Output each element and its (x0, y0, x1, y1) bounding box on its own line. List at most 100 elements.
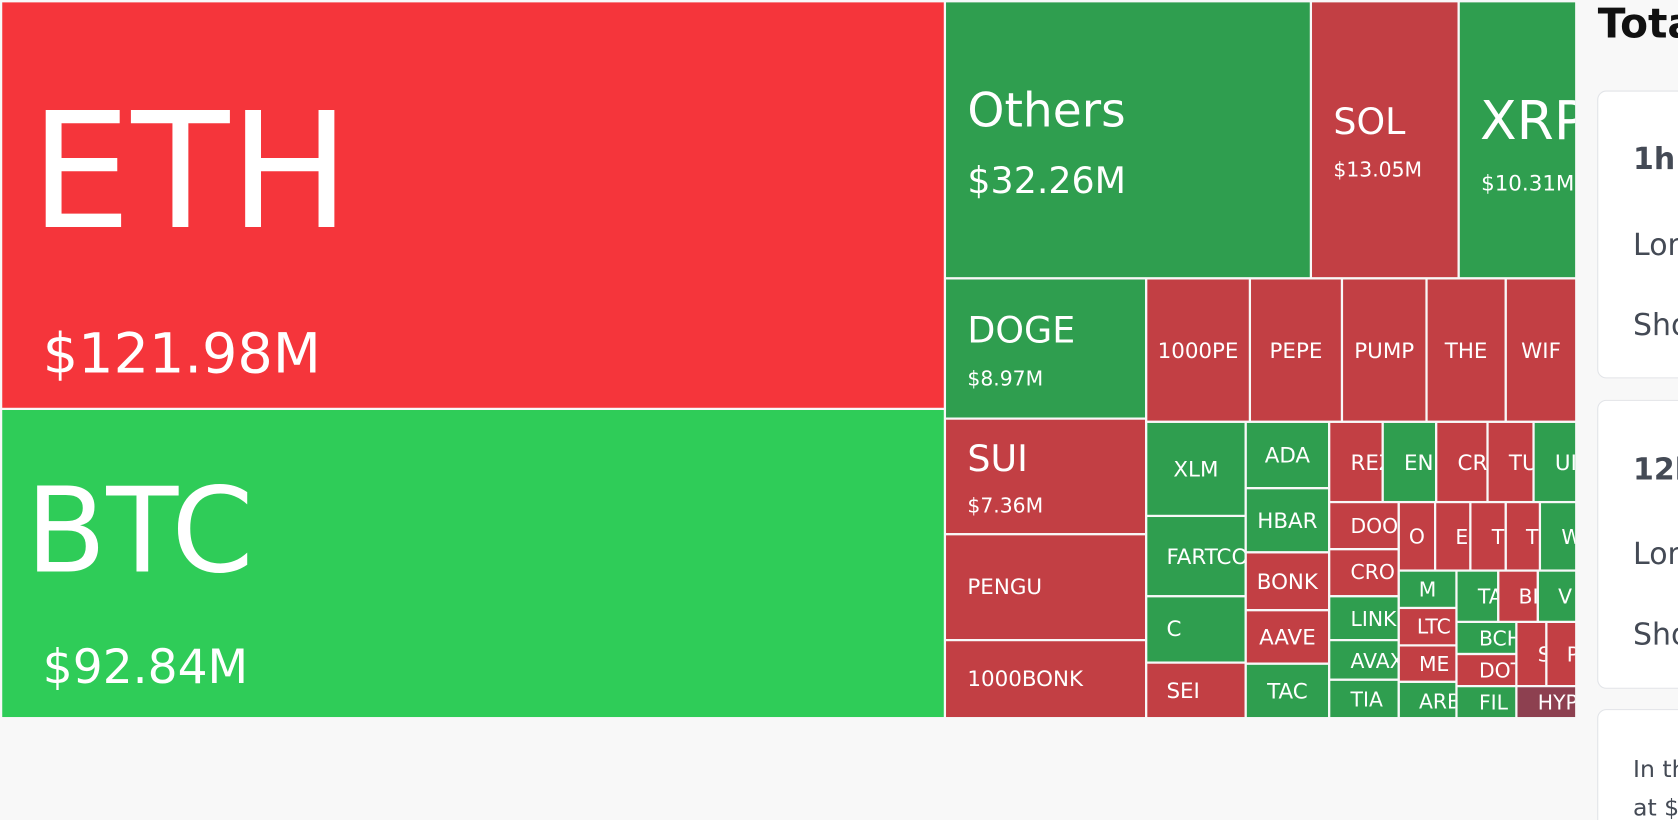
tile: ADA (1246, 422, 1329, 488)
tile-label: BTC (26, 463, 254, 600)
tile-label: AAVE (1259, 626, 1316, 651)
tile-box (1471, 503, 1505, 570)
tile-box (1459, 2, 1576, 278)
tile-box (1330, 680, 1398, 718)
tile: PUMP (1343, 279, 1426, 421)
tile-label: DOO (1351, 514, 1399, 538)
tile-box (1246, 489, 1329, 552)
tile-box (1330, 422, 1382, 501)
tile-label: SUI (967, 437, 1027, 480)
tile-box (1457, 687, 1516, 718)
tile-label: P (1567, 642, 1579, 666)
tile: AVAX (1330, 641, 1398, 679)
tile-label: 1000BONK (967, 667, 1084, 692)
tile-box (1330, 641, 1398, 679)
tile-label: BI (1519, 585, 1539, 609)
tile: ARB (1399, 682, 1461, 718)
tile-label: PENGU (967, 575, 1042, 600)
tile-label: DOT (1479, 659, 1524, 683)
tile-box (1251, 279, 1341, 421)
tile: T (1471, 503, 1505, 570)
tile-box (946, 535, 1146, 640)
tile-box (1517, 622, 1546, 686)
tile-value: $7.36M (967, 494, 1043, 518)
tile: O (1399, 503, 1435, 570)
tile-box (1147, 663, 1245, 718)
tile: TU (1488, 422, 1538, 501)
tile-box (1457, 655, 1516, 686)
tile: WIF (1506, 279, 1576, 421)
tile: HBAR (1246, 489, 1329, 552)
card (1597, 709, 1678, 820)
tile: S (1517, 622, 1546, 686)
tile: FIL (1457, 687, 1516, 718)
tile-box (1499, 571, 1537, 621)
tile-box (1457, 622, 1516, 653)
tile-label: T (1525, 525, 1539, 549)
tile-box (1399, 682, 1456, 718)
tile: T (1506, 503, 1539, 570)
tile-value: $32.26M (967, 159, 1126, 202)
tile-label: ETH (30, 78, 350, 265)
tile-label: TA (1477, 585, 1503, 609)
tile-label: W (1561, 525, 1581, 549)
tile: 1000PE (1147, 279, 1249, 421)
tile: SEI (1147, 663, 1245, 718)
tile-label: T (1491, 525, 1505, 549)
tile-box (946, 419, 1146, 534)
tile-box (1436, 503, 1470, 570)
tile-box (1343, 279, 1426, 421)
tile-label: SOL (1333, 100, 1406, 143)
tile-label: THE (1444, 339, 1488, 364)
tile: XRP $10.31M (1459, 2, 1586, 278)
tile: HYP (1517, 687, 1576, 718)
tile-label: WIF (1521, 339, 1561, 364)
tile-box (1437, 422, 1487, 501)
tile: XLM (1147, 422, 1245, 515)
tile: LTC (1399, 609, 1456, 645)
tile-value: $8.97M (967, 366, 1043, 390)
tile: P (1547, 622, 1579, 686)
tile-box (1330, 597, 1398, 640)
tile-box (1383, 422, 1436, 501)
card-line: Lon (1633, 537, 1678, 572)
tile: AAVE (1246, 611, 1329, 663)
tile-label: O (1409, 525, 1425, 549)
card-line: at $ (1633, 794, 1678, 820)
tile: TA (1457, 571, 1503, 621)
tile: REZ (1330, 422, 1382, 501)
tile: C (1147, 597, 1245, 662)
tile-label: TU (1508, 451, 1538, 476)
tile: BONK (1246, 553, 1329, 610)
tile-label: XRP (1480, 89, 1586, 152)
tile-label: PUMP (1354, 339, 1414, 364)
tile-label: V (1558, 585, 1572, 609)
tile-box (1547, 622, 1576, 686)
tile-box (946, 641, 1146, 718)
tile: PENGU (946, 535, 1146, 640)
tile: CR (1437, 422, 1487, 501)
tile-box (1399, 503, 1435, 570)
tile-box (946, 2, 1310, 278)
tile-label: BCH (1479, 626, 1522, 650)
tile-label: ME (1419, 652, 1449, 676)
tile-label: ARB (1419, 690, 1461, 714)
tile: V (1538, 571, 1576, 621)
tile-label: CRO (1351, 560, 1395, 584)
card-line: Lon (1633, 228, 1678, 263)
tile-label: Others (967, 83, 1125, 138)
tile-box (1517, 687, 1576, 718)
tile-value: $10.31M (1481, 172, 1574, 197)
tile-label: BONK (1257, 570, 1319, 595)
tile: DOO (1330, 503, 1399, 549)
tile: BI (1499, 571, 1539, 621)
card-line: In th (1633, 755, 1678, 783)
tile: SUI $7.36M (946, 419, 1146, 534)
tile-value: $13.05M (1333, 158, 1422, 182)
tile-label: TAC (1266, 680, 1308, 705)
tile-label: LTC (1417, 615, 1451, 639)
card-line: Sho (1633, 617, 1678, 652)
tile-label: PEPE (1270, 339, 1323, 364)
